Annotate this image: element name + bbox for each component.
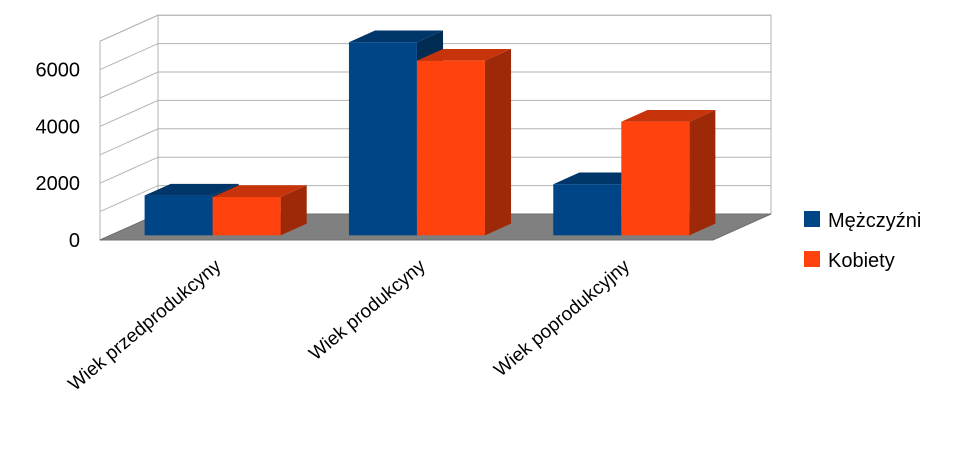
gridline (99, 43, 771, 71)
gridline (99, 99, 771, 127)
bar-front (553, 184, 622, 236)
gridline (99, 14, 771, 42)
legend-swatch (804, 251, 820, 267)
bar-side (484, 48, 512, 236)
legend-swatch (804, 211, 820, 227)
bar-top (621, 110, 716, 122)
legend-label: Kobiety (828, 250, 895, 272)
y-tick-label: 0 (69, 230, 80, 252)
x-tick-label: Wiek przedprodukcyny (65, 255, 226, 395)
legend-label: Mężczyźni (828, 210, 921, 232)
y-tick-label: 2000 (36, 173, 81, 195)
x-tick-label: Wiek poprodukcyjny (490, 255, 634, 381)
bar-top (348, 30, 444, 43)
bar-front (348, 42, 417, 236)
bar-top (144, 183, 239, 196)
bar-side (689, 110, 716, 236)
gridline (99, 156, 771, 184)
bar-top (416, 48, 512, 61)
bar-front (144, 195, 213, 236)
y-tick-label: 4000 (36, 116, 81, 138)
legend: Mężczyźni Kobiety (804, 210, 921, 272)
bar (212, 185, 307, 236)
bars (144, 30, 716, 236)
bar (621, 110, 716, 236)
bar-side (280, 185, 307, 236)
bar-front (416, 60, 485, 236)
y-axis-ticks: 0 2000 4000 6000 (36, 60, 81, 252)
x-tick-label: Wiek produkcyny (305, 255, 430, 364)
bar-front (621, 121, 690, 236)
gridline (99, 71, 771, 99)
bar-top (212, 185, 307, 197)
gridline (99, 128, 771, 156)
x-axis-ticks: Wiek przedprodukcyny Wiek produkcyny Wiek … (65, 255, 635, 395)
bar-front (212, 196, 281, 236)
y-tick-label: 6000 (36, 60, 81, 82)
bar (416, 48, 512, 236)
gridlines (99, 14, 771, 213)
